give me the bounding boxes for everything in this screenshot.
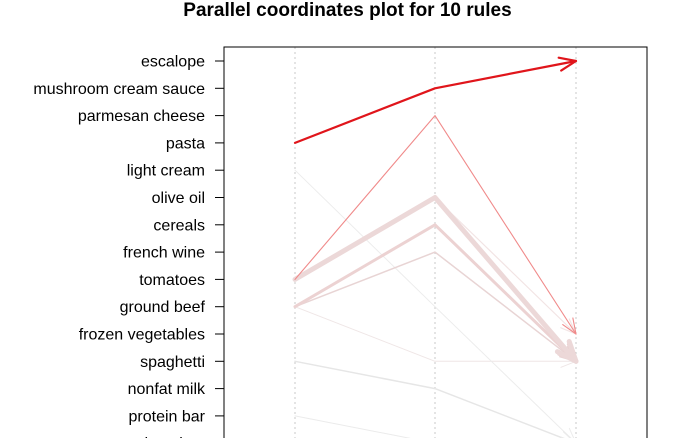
rule-arrowhead	[560, 427, 575, 438]
rule-line	[294, 306, 577, 362]
chart-title: Parallel coordinates plot for 10 rules	[183, 0, 512, 21]
y-tick-label: frozen vegetables	[79, 327, 205, 344]
rule-line	[294, 251, 577, 363]
rule-arrowhead	[557, 56, 578, 72]
y-tick-label: nonfat milk	[128, 381, 206, 398]
rule-arrowhead	[562, 317, 577, 335]
rule-line	[293, 59, 578, 144]
y-tick-label: ground beef	[120, 299, 206, 316]
rule-line	[294, 115, 577, 335]
y-tick-label: french wine	[123, 245, 205, 262]
rule-arrowhead	[554, 338, 579, 364]
rule-line	[294, 169, 572, 438]
y-tick-label: escalope	[141, 54, 205, 71]
axis-grid-lines	[294, 47, 577, 438]
y-tick-label: olive oil	[152, 190, 205, 207]
rule-line	[292, 195, 579, 364]
y-tick-label: cereals	[153, 217, 205, 234]
rule-line	[294, 415, 411, 438]
y-tick-label: pasta	[166, 135, 205, 152]
rule-lines	[292, 56, 579, 438]
y-tick-label: chocolate	[137, 436, 206, 438]
y-tick-label: mushroom cream sauce	[33, 81, 205, 98]
y-axis: escalope mushroom cream sauce parmesan che…	[33, 54, 224, 438]
plot-frame	[223, 46, 648, 438]
y-tick-label: parmesan cheese	[78, 108, 205, 125]
y-tick-label: protein bar	[129, 408, 206, 425]
y-tick-label: light cream	[127, 163, 205, 180]
rule-line	[293, 223, 578, 363]
y-tick-label: tomatoes	[139, 272, 205, 289]
rule-line	[294, 360, 565, 438]
y-tick-label: spaghetti	[140, 354, 205, 371]
